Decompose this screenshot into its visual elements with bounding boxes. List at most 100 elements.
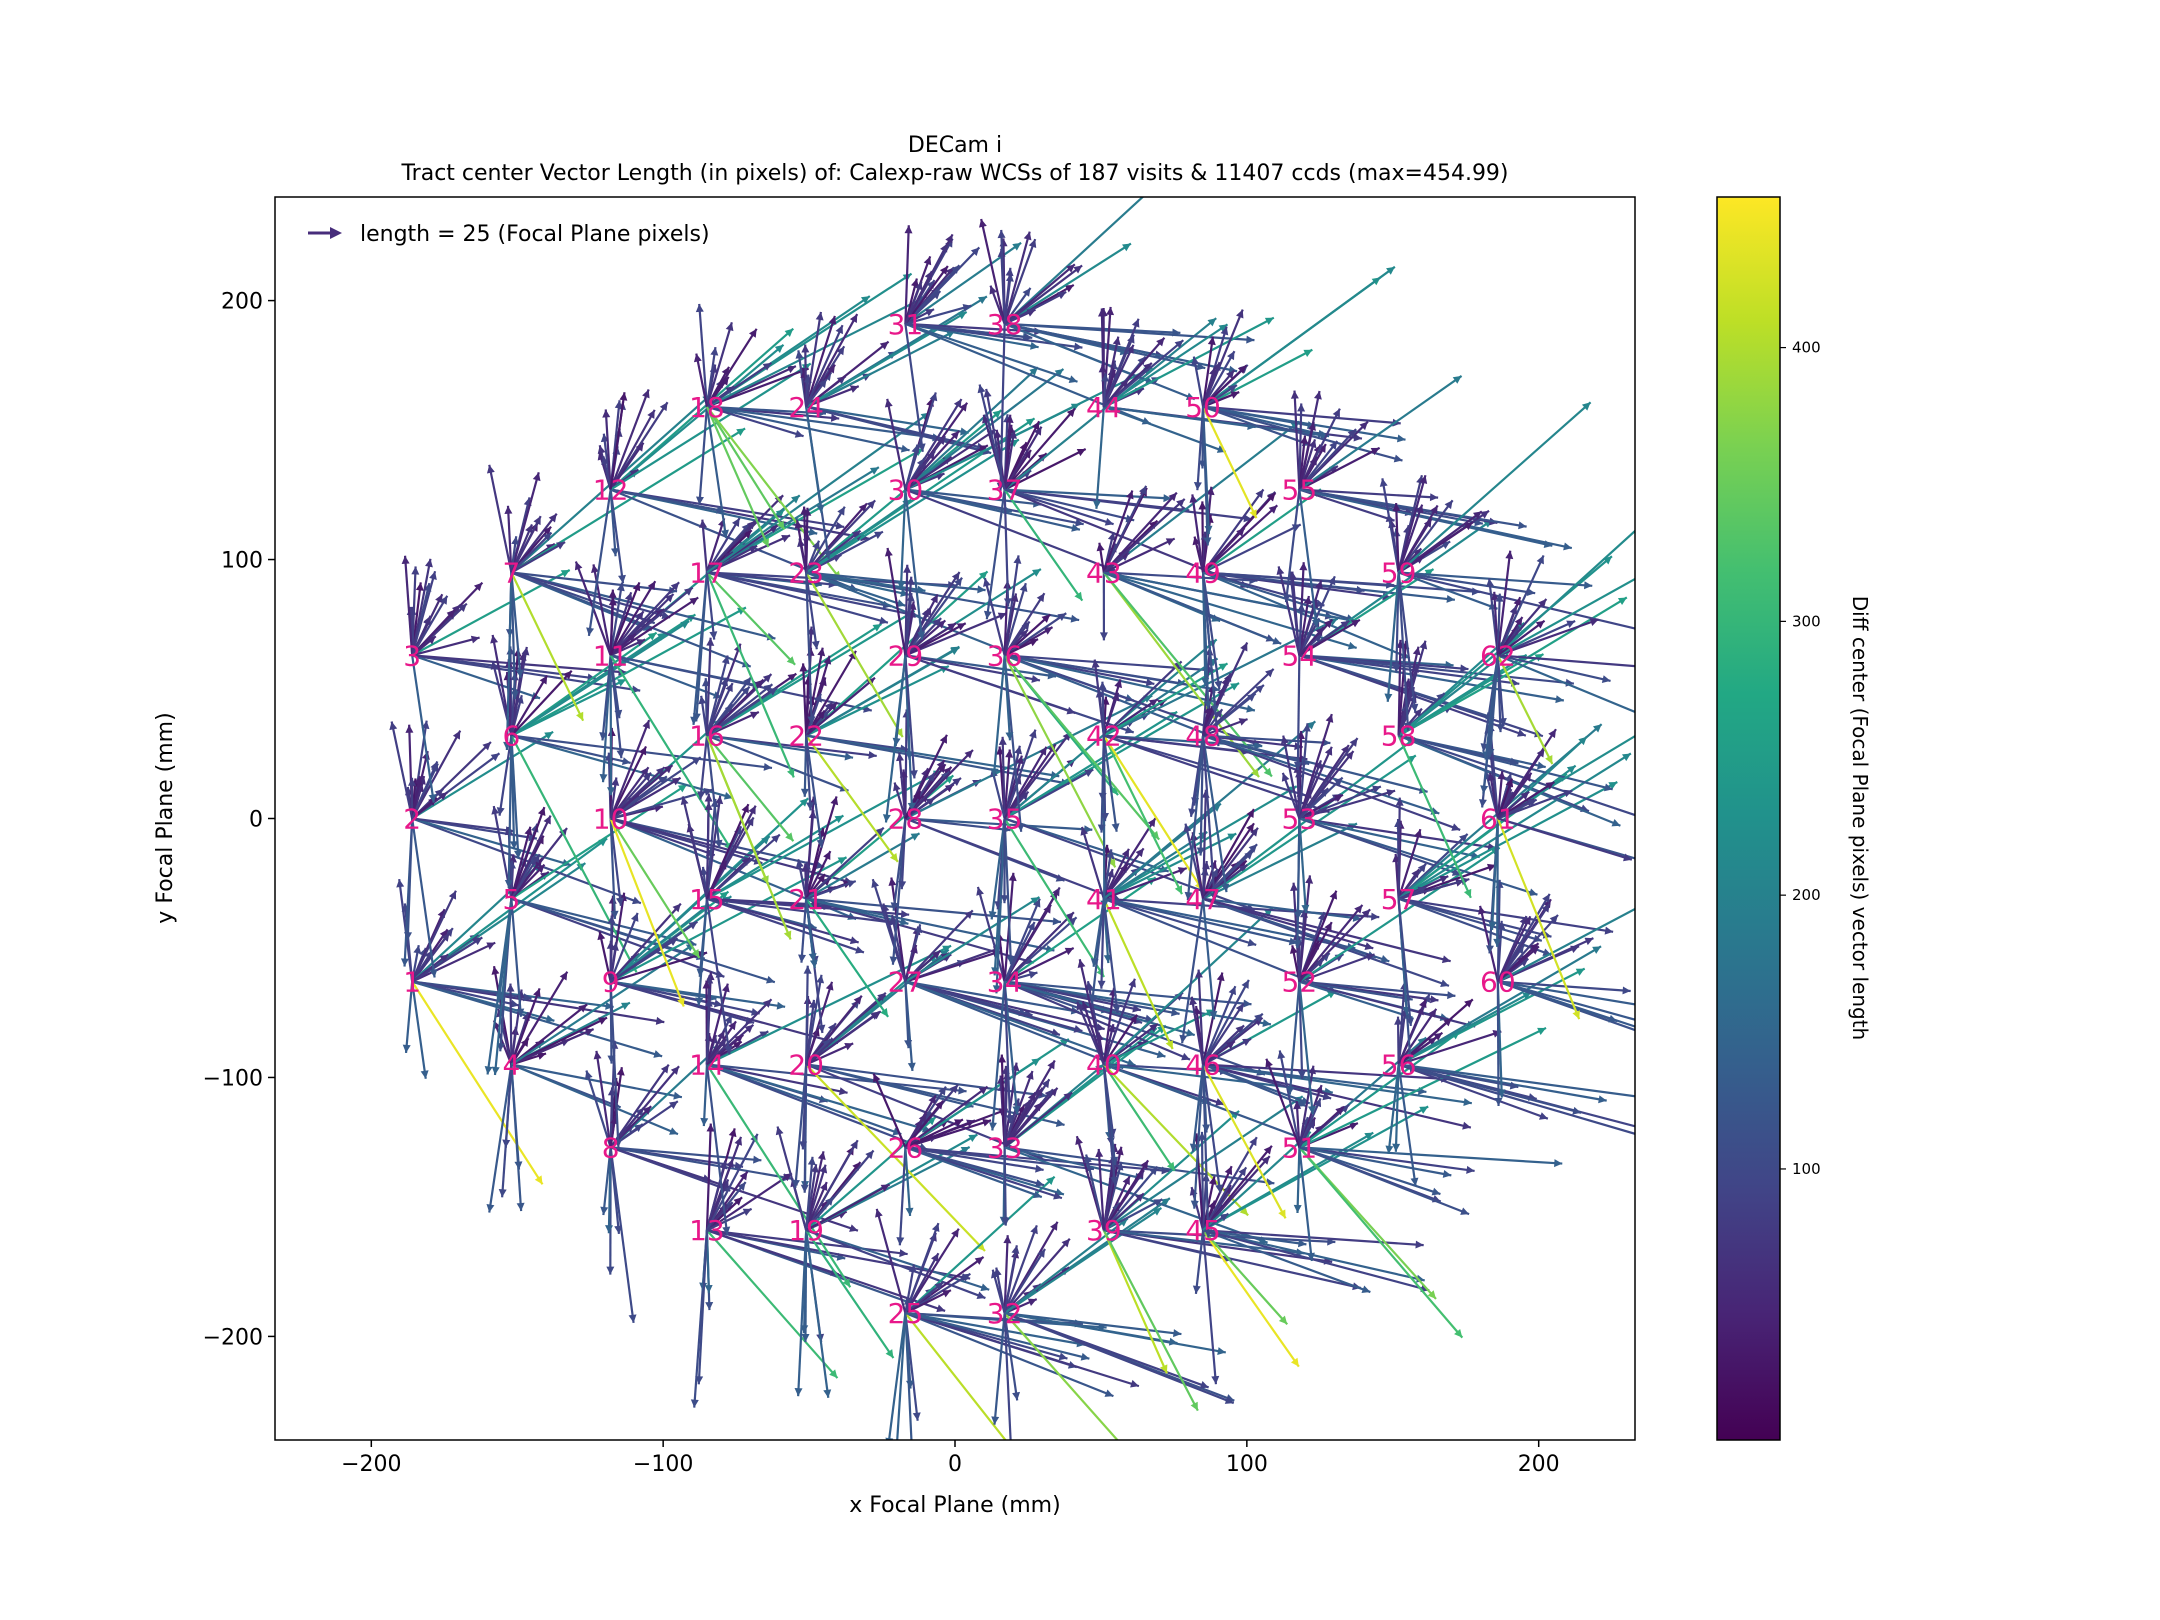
vector-arrow bbox=[980, 218, 1006, 325]
ccd-label: 52 bbox=[1282, 966, 1318, 999]
vector-arrow bbox=[511, 571, 656, 625]
vector-arrow bbox=[697, 898, 709, 1006]
vector-arrowhead bbox=[1173, 1329, 1182, 1338]
vector-arrowhead bbox=[1202, 1124, 1211, 1133]
vector-arrow bbox=[403, 555, 414, 656]
vector-arrowhead bbox=[990, 768, 999, 777]
vector-arrow bbox=[1394, 1064, 1400, 1152]
vector-arrowhead bbox=[1050, 1221, 1058, 1231]
vector-arrowhead bbox=[849, 1224, 858, 1232]
vector-arrowhead bbox=[1150, 830, 1160, 840]
vector-arrowhead bbox=[818, 379, 827, 388]
vector-arrowhead bbox=[1603, 783, 1613, 792]
vector-arrowhead bbox=[1371, 785, 1381, 794]
vector-arrow bbox=[1298, 1105, 1345, 1149]
vector-arrowhead bbox=[1308, 1065, 1317, 1075]
vector-arrow bbox=[805, 385, 860, 408]
vector-arrowhead bbox=[614, 1139, 623, 1148]
ccd-label: 38 bbox=[987, 308, 1023, 341]
vector-arrowhead bbox=[1028, 239, 1037, 249]
vector-arrowhead bbox=[808, 953, 817, 962]
vector-arrowhead bbox=[1132, 1004, 1141, 1013]
vector-arrowhead bbox=[1043, 627, 1053, 635]
vector-arrowhead bbox=[809, 959, 818, 969]
vector-arrowhead bbox=[1364, 942, 1374, 950]
vector-arrow bbox=[1003, 1101, 1043, 1149]
vector-arrowhead bbox=[597, 445, 606, 455]
vector-arrow bbox=[1265, 1058, 1301, 1148]
vector-arrowhead bbox=[1163, 494, 1172, 503]
vector-arrowhead bbox=[771, 834, 780, 843]
vector-arrowhead bbox=[1327, 576, 1336, 586]
vector-arrowhead bbox=[1509, 605, 1518, 615]
vector-arrow bbox=[1202, 406, 1258, 519]
vector-arrowhead bbox=[699, 519, 708, 528]
vector-arrowhead bbox=[1392, 664, 1401, 673]
vector-arrowhead bbox=[1433, 1032, 1443, 1041]
vector-arrow bbox=[705, 406, 728, 539]
ccd-label: 17 bbox=[689, 556, 725, 589]
vector-arrowhead bbox=[816, 504, 825, 513]
vector-arrowhead bbox=[606, 787, 615, 796]
vector-arrowhead bbox=[1061, 1238, 1070, 1248]
vector-arrowhead bbox=[1545, 755, 1553, 764]
vector-arrowhead bbox=[1058, 1352, 1068, 1361]
vector-arrowhead bbox=[1386, 789, 1396, 797]
vector-arrow bbox=[1102, 1159, 1150, 1231]
vector-arrowhead bbox=[860, 296, 870, 304]
vector-arrow bbox=[805, 315, 836, 408]
vector-arrowhead bbox=[1135, 848, 1144, 858]
vector-arrow bbox=[706, 1229, 839, 1379]
vector-arrowhead bbox=[1161, 1198, 1170, 1207]
vector-arrowhead bbox=[1493, 938, 1502, 947]
vector-arrowhead bbox=[1263, 1145, 1272, 1155]
vector-arrowhead bbox=[1189, 996, 1198, 1006]
vector-arrowhead bbox=[1193, 481, 1202, 491]
vector-arrow bbox=[698, 303, 709, 407]
vector-arrow bbox=[1091, 898, 1105, 1004]
vector-arrowhead bbox=[1439, 875, 1449, 884]
vector-arrowhead bbox=[1462, 1121, 1471, 1130]
vector-arrow bbox=[805, 665, 950, 737]
vector-arrowhead bbox=[1139, 485, 1147, 495]
ccd-label: 48 bbox=[1185, 720, 1221, 753]
vector-arrow bbox=[1296, 1147, 1301, 1214]
vector-arrow bbox=[904, 1222, 940, 1314]
vector-arrow bbox=[905, 980, 1136, 1067]
vector-arrow bbox=[1298, 428, 1357, 491]
vector-arrow bbox=[1299, 789, 1396, 820]
vector-arrowhead bbox=[939, 949, 949, 958]
vector-arrowhead bbox=[1005, 749, 1014, 758]
vector-arrowhead bbox=[923, 606, 932, 616]
vector-arrow bbox=[805, 1139, 859, 1231]
vector-arrow bbox=[609, 654, 733, 852]
vector-arrow bbox=[1095, 406, 1105, 509]
vector-arrowhead bbox=[1073, 1025, 1083, 1033]
vector-arrow bbox=[609, 343, 785, 491]
vector-arrow bbox=[510, 735, 516, 850]
vector-arrowhead bbox=[897, 581, 906, 590]
vector-arrow bbox=[1202, 523, 1302, 574]
vector-arrowhead bbox=[1436, 693, 1445, 702]
vector-arrowhead bbox=[1096, 542, 1105, 552]
vector-arrow bbox=[411, 730, 554, 820]
vector-arrowhead bbox=[510, 691, 519, 700]
vector-arrowhead bbox=[1370, 447, 1380, 456]
vector-arrowhead bbox=[941, 771, 950, 781]
vector-arrow bbox=[804, 1230, 808, 1343]
vector-arrowhead bbox=[1128, 978, 1136, 988]
vector-arrowhead bbox=[642, 389, 650, 399]
vector-arrow bbox=[411, 941, 496, 983]
vector-arrowhead bbox=[895, 728, 903, 738]
vector-arrowhead bbox=[680, 796, 689, 806]
vector-arrowhead bbox=[1070, 614, 1080, 623]
vector-arrow bbox=[1398, 571, 1498, 610]
vector-arrow bbox=[1298, 1030, 1461, 1149]
vector-arrowhead bbox=[704, 998, 713, 1007]
vector-arrowhead bbox=[722, 1226, 731, 1235]
vector-arrow bbox=[1496, 903, 1551, 983]
vector-arrowhead bbox=[719, 860, 727, 870]
vector-arrowhead bbox=[1290, 1357, 1299, 1367]
ccd-label: 59 bbox=[1381, 556, 1417, 589]
vector-arrowhead bbox=[1487, 863, 1496, 872]
